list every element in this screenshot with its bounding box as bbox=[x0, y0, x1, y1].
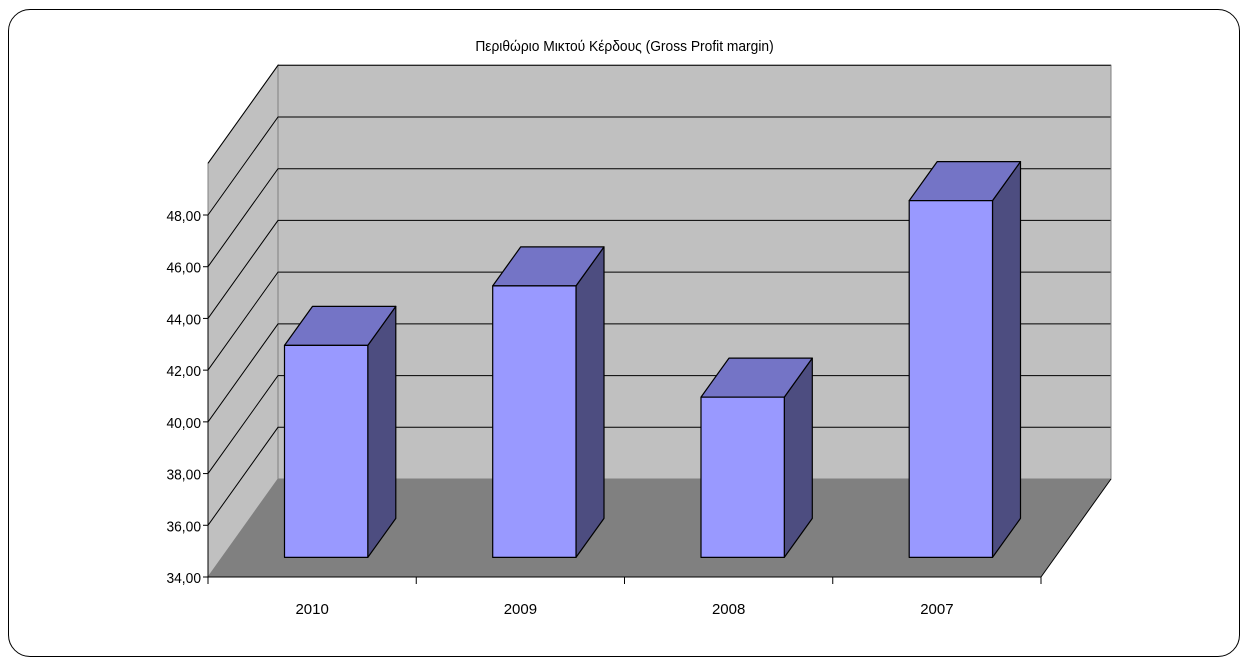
chart-title: Περιθώριο Μικτού Κέρδους (Gross Profit m… bbox=[475, 38, 774, 55]
y-tick-label: 46,00 bbox=[166, 260, 201, 277]
gridline bbox=[207, 64, 1111, 164]
bar bbox=[492, 285, 577, 559]
bar-side bbox=[367, 305, 397, 559]
y-tick-label: 40,00 bbox=[166, 415, 201, 432]
x-tick-label: 2008 bbox=[712, 601, 745, 618]
gridline bbox=[207, 426, 1111, 526]
x-tick-label: 2007 bbox=[920, 601, 953, 618]
y-tick-label: 38,00 bbox=[166, 467, 201, 484]
x-tick-label: 2009 bbox=[504, 601, 537, 618]
gridline bbox=[207, 168, 1111, 267]
x-tick-label: 2010 bbox=[295, 601, 328, 618]
floor bbox=[208, 479, 1111, 577]
y-tick-label: 36,00 bbox=[166, 519, 201, 536]
gridline bbox=[207, 375, 1111, 474]
y-tick-label: 42,00 bbox=[166, 364, 201, 381]
y-tick-label: 34,00 bbox=[166, 571, 201, 588]
bar bbox=[908, 200, 994, 559]
gridline bbox=[207, 323, 1111, 423]
bar bbox=[700, 396, 785, 559]
y-tick-label: 48,00 bbox=[166, 209, 201, 226]
gridline bbox=[207, 271, 1111, 371]
bar-side bbox=[991, 161, 1022, 559]
bar-side bbox=[575, 246, 605, 559]
gridline bbox=[207, 116, 1111, 216]
y-tick-label: 44,00 bbox=[166, 312, 201, 329]
floor-edge bbox=[1040, 478, 1112, 578]
gridline bbox=[207, 219, 1111, 319]
bar bbox=[283, 344, 369, 559]
